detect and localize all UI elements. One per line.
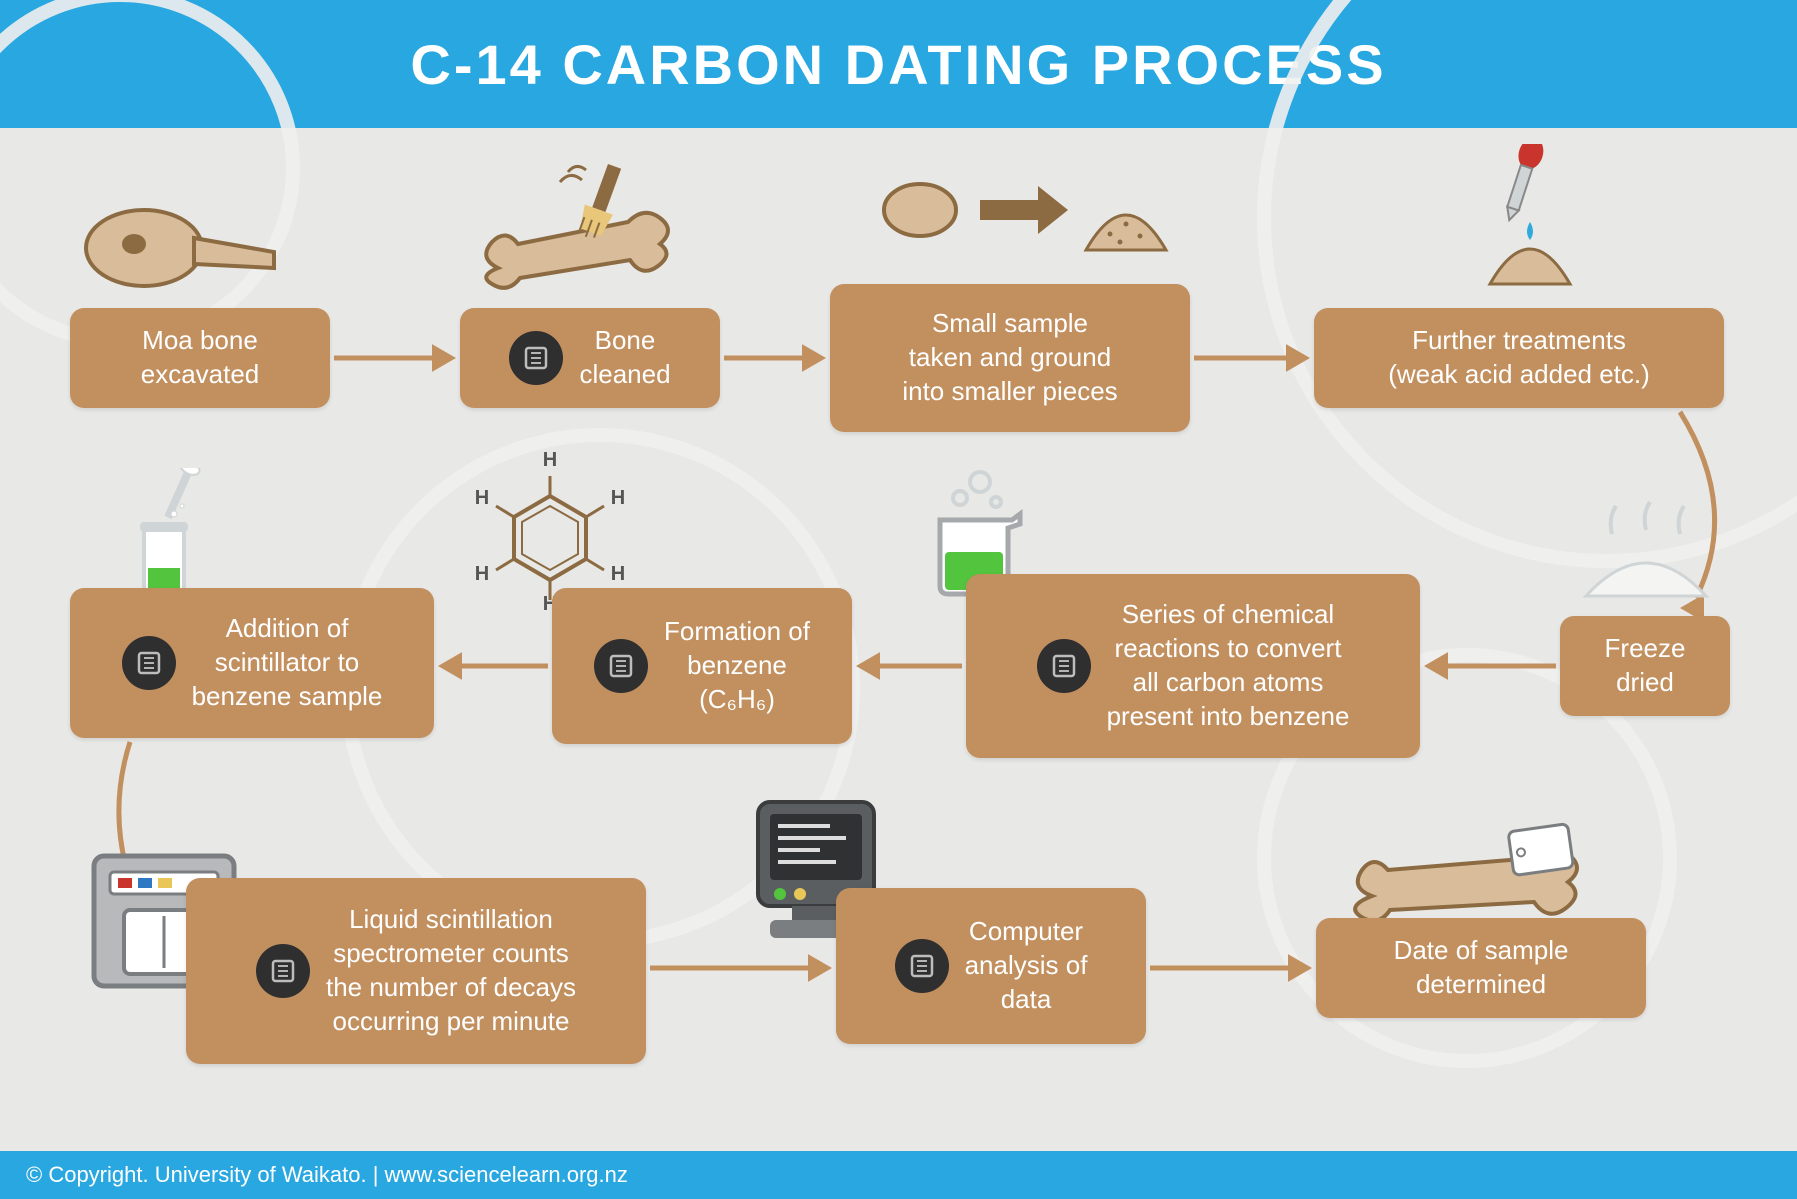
flowchart-node-n5: Freeze dried: [1560, 616, 1730, 716]
skull-icon: [74, 178, 294, 298]
node-label: Further treatments (weak acid added etc.…: [1388, 324, 1650, 392]
svg-text:H: H: [611, 563, 625, 585]
title-text: C-14 CARBON DATING PROCESS: [410, 32, 1386, 97]
footer-text: © Copyright. University of Waikato. | ww…: [26, 1162, 628, 1188]
node-label: Liquid scintillation spectrometer counts…: [326, 903, 576, 1038]
flowchart-node-n7: Formation of benzene (C₆H₆): [552, 588, 852, 744]
flowchart-node-n3: Small sample taken and ground into small…: [830, 284, 1190, 432]
node-badge-icon: [509, 331, 563, 385]
node-badge-icon: [895, 939, 949, 993]
node-label: Series of chemical reactions to convert …: [1107, 598, 1350, 733]
flowchart-node-n8: Addition of scintillator to benzene samp…: [70, 588, 434, 738]
node-label: Moa bone excavated: [141, 324, 260, 392]
node-badge-icon: [1037, 639, 1091, 693]
node-label: Addition of scintillator to benzene samp…: [192, 612, 383, 713]
node-label: Bone cleaned: [579, 324, 670, 392]
flowchart-node-n11: Date of sample determined: [1316, 918, 1646, 1018]
grind-icon: [870, 160, 1170, 270]
flowchart-node-n1: Moa bone excavated: [70, 308, 330, 408]
node-badge-icon: [256, 944, 310, 998]
flowchart-node-n9: Liquid scintillation spectrometer counts…: [186, 878, 646, 1064]
flowchart-node-n2: Bone cleaned: [460, 308, 720, 408]
svg-text:H: H: [475, 487, 489, 509]
bone-tag-icon: [1338, 818, 1598, 928]
svg-text:H: H: [475, 563, 489, 585]
node-label: Computer analysis of data: [965, 915, 1088, 1016]
diagram-canvas: HHHHHH Moa bone excavated Bone cleanedSm…: [0, 128, 1797, 1151]
freeze-icon: [1556, 500, 1736, 610]
flowchart-node-n6: Series of chemical reactions to convert …: [966, 574, 1420, 758]
node-label: Freeze dried: [1605, 632, 1686, 700]
bone-brush-icon: [468, 158, 698, 298]
node-badge-icon: [594, 639, 648, 693]
node-label: Formation of benzene (C₆H₆): [664, 615, 810, 716]
flowchart-node-n10: Computer analysis of data: [836, 888, 1146, 1044]
node-badge-icon: [122, 636, 176, 690]
svg-text:H: H: [543, 452, 557, 471]
flowchart-node-n4: Further treatments (weak acid added etc.…: [1314, 308, 1724, 408]
svg-text:H: H: [611, 487, 625, 509]
dropper-icon: [1430, 144, 1630, 294]
page-footer: © Copyright. University of Waikato. | ww…: [0, 1151, 1797, 1199]
node-label: Date of sample determined: [1394, 934, 1569, 1002]
node-label: Small sample taken and ground into small…: [902, 307, 1117, 408]
